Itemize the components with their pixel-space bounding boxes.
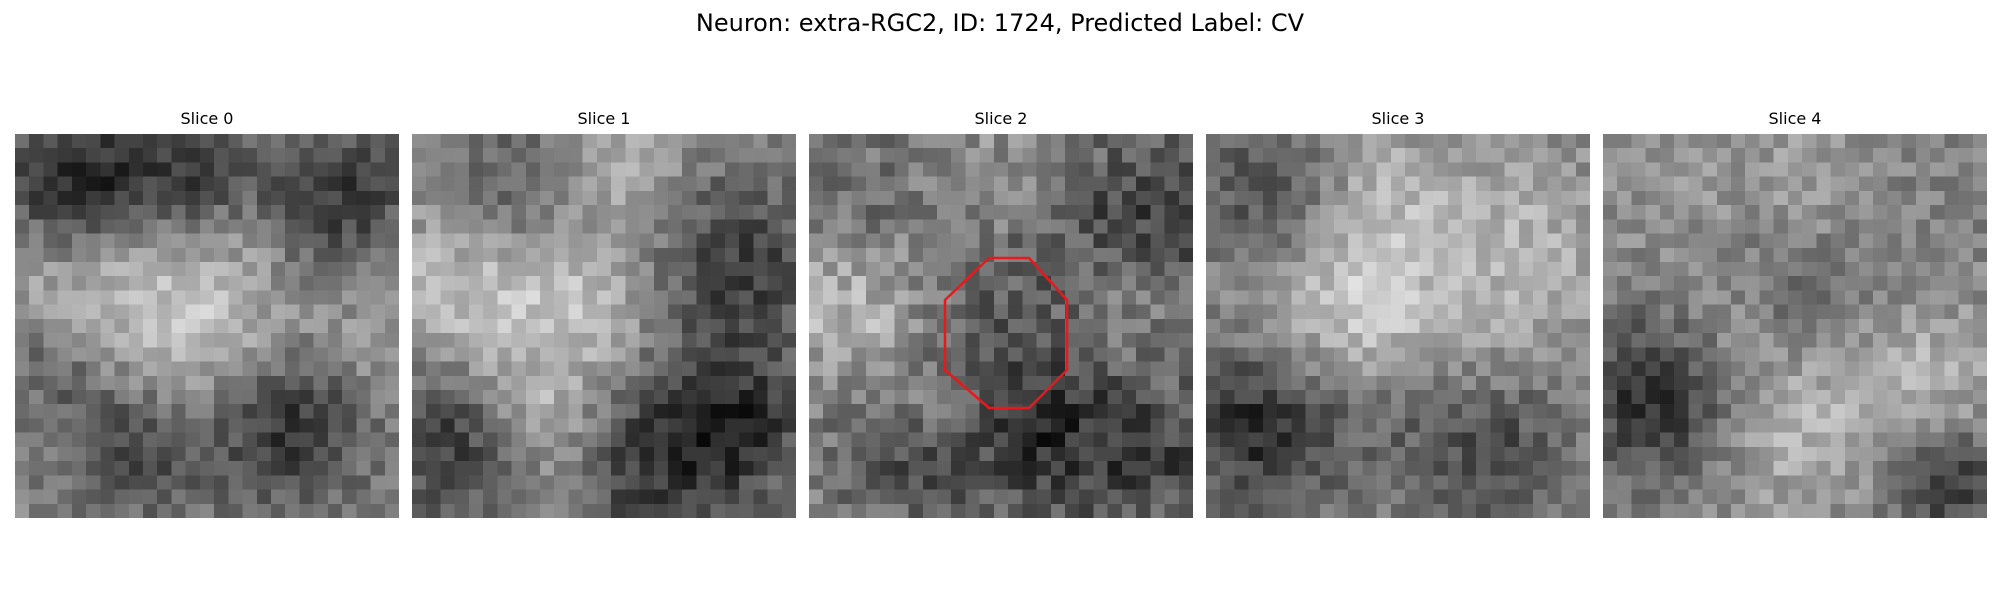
slice-title-2: Slice 2 — [974, 109, 1028, 128]
slice-image-4 — [1603, 134, 1987, 518]
slice-panel-0: Slice 0 — [15, 108, 399, 520]
slice-title-1: Slice 1 — [577, 109, 631, 128]
slice-image-2 — [809, 134, 1193, 518]
slice-panel-2: Slice 2 — [809, 108, 1193, 520]
roi-outline — [943, 256, 1069, 410]
slice-panel-1: Slice 1 — [412, 108, 796, 520]
slice-image-0 — [15, 134, 399, 518]
roi-octagon — [943, 256, 1069, 410]
slice-title-0: Slice 0 — [180, 109, 234, 128]
slice-title-3: Slice 3 — [1371, 109, 1425, 128]
slice-image-3 — [1206, 134, 1590, 518]
figure-title: Neuron: extra-RGC2, ID: 1724, Predicted … — [695, 9, 1305, 37]
slice-panel-4: Slice 4 — [1603, 108, 1987, 520]
slice-panel-3: Slice 3 — [1206, 108, 1590, 520]
slice-image-1 — [412, 134, 796, 518]
slice-title-4: Slice 4 — [1768, 109, 1822, 128]
